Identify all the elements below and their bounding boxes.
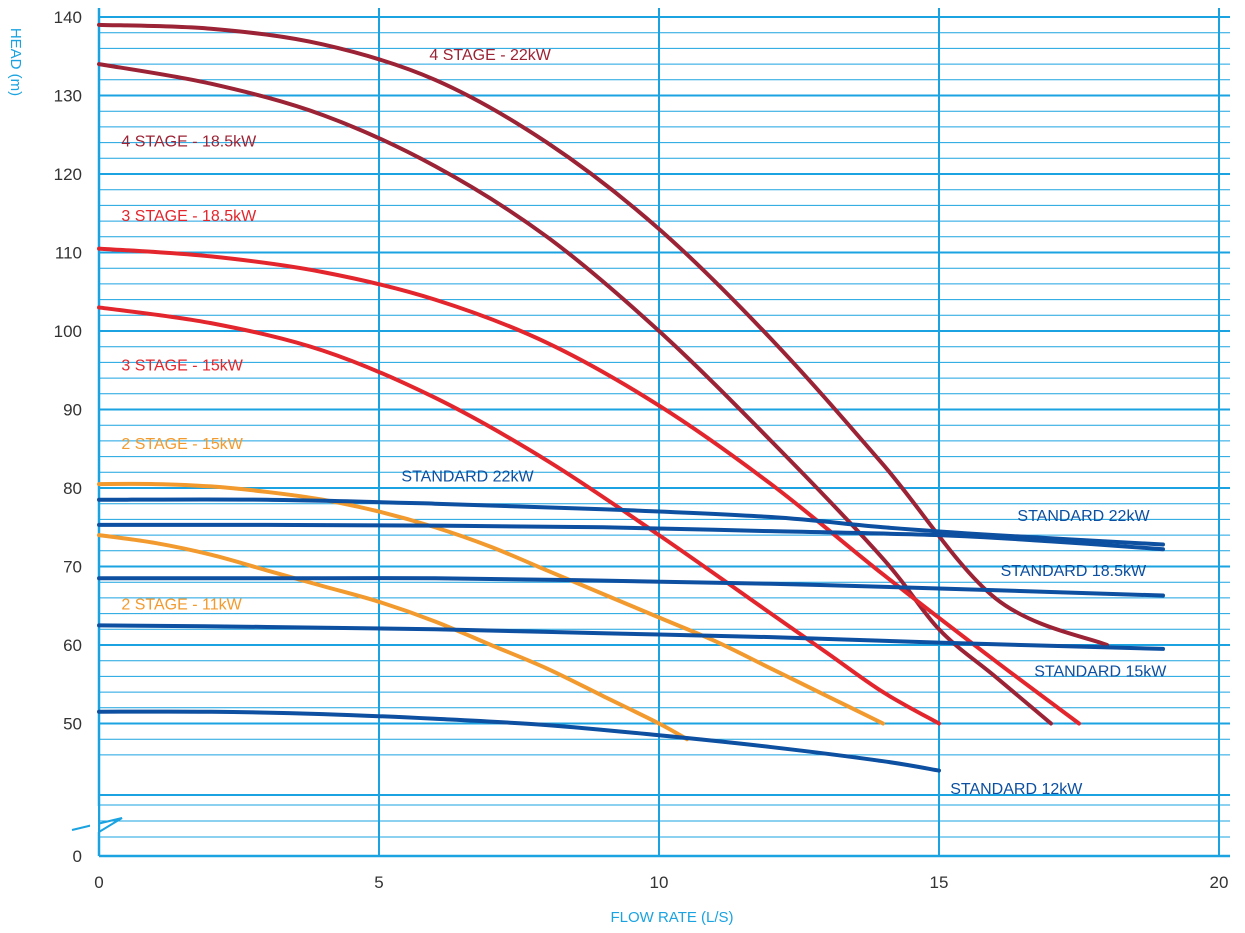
x-tick-label: 10 (650, 873, 669, 892)
curve-label: 2 STAGE - 11kW (121, 597, 242, 614)
curve-label: 4 STAGE - 22kW (429, 47, 551, 64)
y-tick-labels: 0 50 60 70 80 90 100 110 120 130 140 (54, 8, 82, 866)
x-tick-label: 15 (930, 873, 949, 892)
curve-label: STANDARD 15kW (1034, 663, 1167, 680)
curve-3-stage-15kw (97, 305, 941, 726)
x-tick-label: 5 (374, 873, 383, 892)
y-tick-label: 120 (54, 165, 82, 184)
y-tick-label: 70 (63, 558, 82, 577)
curve-label: STANDARD 18.5kW (1001, 563, 1147, 580)
curve-2-stage-15kw (97, 481, 885, 726)
curve-label: 2 STAGE - 15kW (121, 436, 243, 453)
y-tick-label: 100 (54, 322, 82, 341)
y-tick-label: 50 (63, 715, 82, 734)
y-tick-label: 140 (54, 8, 82, 27)
curve-label: STANDARD 12kW (950, 781, 1083, 798)
pump-curves (97, 22, 1165, 773)
x-tick-label: 20 (1210, 873, 1229, 892)
x-tick-labels: 0 5 10 15 20 (94, 873, 1228, 892)
curve-standard-22kw (97, 497, 1165, 547)
curve-label: 3 STAGE - 18.5kW (121, 208, 257, 225)
y-axis-title: HEAD (m) (7, 28, 24, 96)
y-tick-label: 60 (63, 636, 82, 655)
curve-standard-12kw (97, 623, 1165, 651)
major-gridlines (99, 8, 1230, 856)
y-tick-label: 90 (63, 401, 82, 420)
y-tick-label: 110 (55, 244, 82, 263)
x-axis-title: FLOW RATE (L/S) (610, 909, 733, 926)
curve-label: STANDARD 22kW (401, 469, 534, 486)
curve-2-stage-11kw (97, 533, 689, 742)
curve-label: 4 STAGE - 18.5kW (121, 134, 257, 151)
curve-3-stage-18-5kw (97, 246, 1081, 726)
curve-label: 3 STAGE - 15kW (121, 357, 243, 374)
curve-standard-lower (97, 709, 941, 773)
curve-label: STANDARD 22kW (1017, 508, 1150, 525)
curve-labels: 4 STAGE - 22kW 4 STAGE - 18.5kW 3 STAGE - … (121, 47, 1167, 798)
y-tick-label: 130 (54, 87, 82, 106)
curve-standard-18-5kw (97, 522, 1165, 552)
curve-standard-15kw (97, 576, 1165, 598)
y-tick-label: 0 (73, 847, 82, 866)
axis-break-gap (90, 806, 98, 832)
x-tick-label: 0 (94, 873, 103, 892)
minor-gridlines (99, 32, 1230, 838)
axes (71, 8, 1230, 858)
y-tick-label: 80 (63, 479, 82, 498)
curve-4-stage-18-5kw (97, 62, 1053, 726)
curve-4-stage-22kw (97, 22, 1109, 647)
